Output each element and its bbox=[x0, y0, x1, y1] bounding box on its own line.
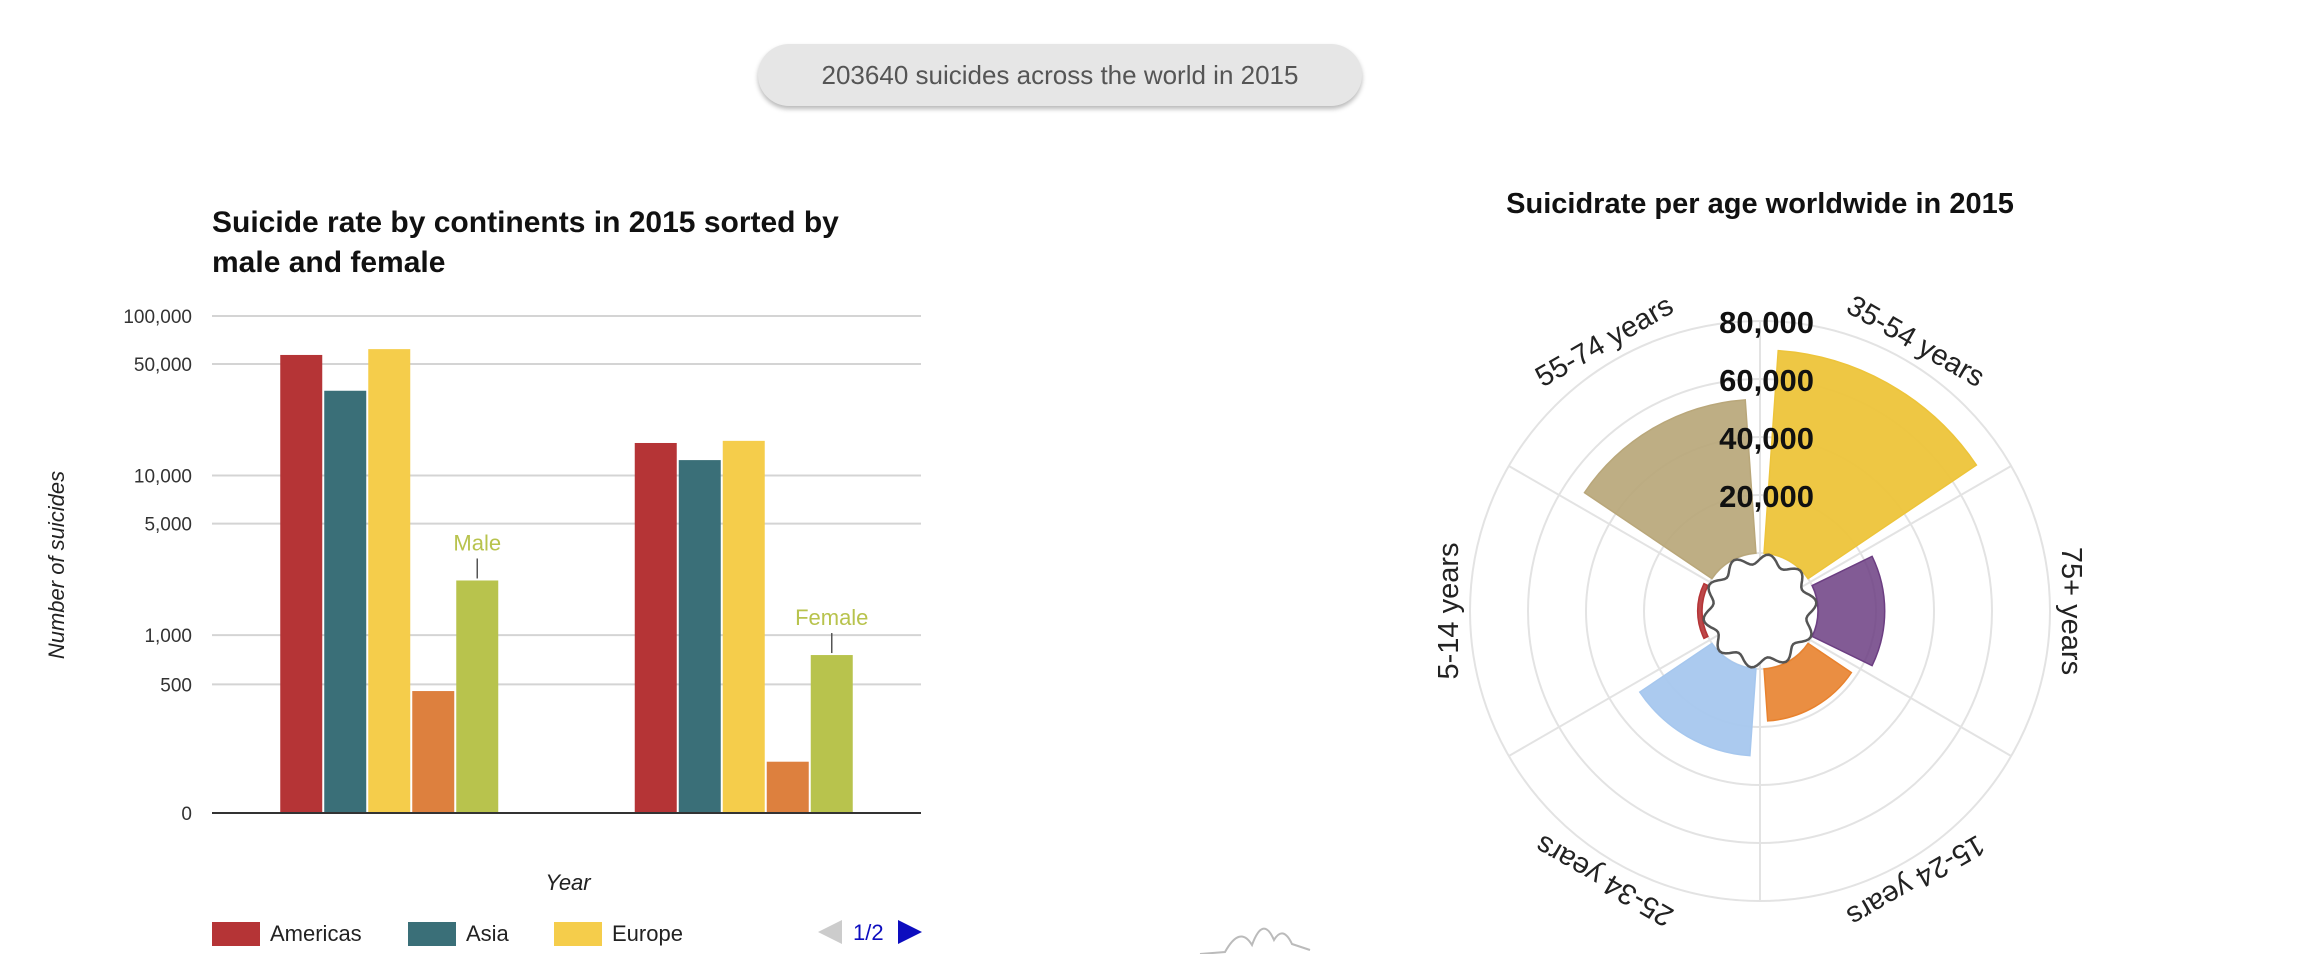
legend-label-europe[interactable]: Europe bbox=[612, 921, 683, 946]
legend-next-arrow-icon[interactable] bbox=[898, 920, 922, 944]
polar-radial-tick: 40,000 bbox=[1719, 421, 1814, 456]
polar-wedge-15-24-years bbox=[1763, 642, 1853, 722]
bar-series-4-female bbox=[810, 655, 853, 813]
polar-center-disc bbox=[1702, 553, 1818, 669]
polar-category-label-group: 55-74 years bbox=[1530, 290, 1679, 394]
polar-category-label-group: 15-24 years bbox=[1841, 828, 1990, 932]
legend-swatch-asia bbox=[408, 922, 456, 946]
bar-europe-male bbox=[368, 349, 411, 813]
bar-y-tick: 0 bbox=[181, 804, 192, 825]
polar-chart: Suicidrate per age worldwide in 2015 20,… bbox=[1433, 188, 2087, 932]
legend-page-indicator: 1/2 bbox=[853, 920, 884, 945]
legend-pager: 1/2 bbox=[818, 920, 922, 945]
polar-radial-tick: 60,000 bbox=[1719, 363, 1814, 398]
polar-radial-tick: 80,000 bbox=[1719, 305, 1814, 340]
annotation-label: Female bbox=[795, 605, 868, 630]
summary-text: 203640 suicides across the world in 2015 bbox=[821, 59, 1299, 90]
bar-chart-title-line-2: male and female bbox=[212, 246, 445, 279]
sparkline-logo-icon bbox=[1199, 927, 1311, 954]
bar-series-3-male bbox=[412, 691, 455, 813]
bar-europe-female bbox=[722, 440, 765, 813]
bar-americas-female bbox=[634, 442, 677, 813]
legend-swatch-europe bbox=[554, 922, 602, 946]
polar-wedge-25-34-years bbox=[1638, 642, 1757, 757]
bar-series-3-female bbox=[766, 761, 809, 813]
polar-category-label: 25-34 years bbox=[1530, 828, 1679, 932]
polar-category-label: 15-24 years bbox=[1841, 828, 1990, 932]
bar-legend: Americas Asia Europe bbox=[212, 921, 683, 946]
annotation-label: Male bbox=[453, 530, 501, 555]
bar-chart-title-line-1: Suicide rate by continents in 2015 sorte… bbox=[212, 206, 839, 239]
polar-wedge-55-74-years bbox=[1583, 399, 1757, 580]
polar-category-label: 55-74 years bbox=[1530, 290, 1679, 394]
polar-chart-title: Suicidrate per age worldwide in 2015 bbox=[1506, 188, 2014, 220]
polar-category-label: 5-14 years bbox=[1433, 542, 1465, 679]
legend-prev-arrow-icon[interactable] bbox=[818, 920, 842, 944]
polar-wedges bbox=[1583, 349, 1978, 757]
polar-wedge-75-years bbox=[1811, 555, 1886, 667]
polar-category-label-group: 5-14 years bbox=[1433, 542, 1465, 679]
polar-category-label-group: 25-34 years bbox=[1530, 828, 1679, 932]
bar-asia-male bbox=[324, 390, 367, 813]
bar-chart: Suicide rate by continents in 2015 sorte… bbox=[44, 206, 922, 946]
legend-label-americas[interactable]: Americas bbox=[270, 921, 362, 946]
bar-y-axis-label: Number of suicides bbox=[44, 471, 69, 659]
polar-radial-tick-labels: 20,000 40,000 60,000 80,000 bbox=[1719, 305, 1814, 514]
polar-wedge-35-54-years bbox=[1763, 349, 1978, 580]
bar-marks bbox=[280, 349, 853, 813]
bar-series-4-male bbox=[456, 580, 499, 813]
bar-y-tick: 10,000 bbox=[134, 467, 192, 488]
bar-x-axis-label: Year bbox=[545, 870, 592, 895]
bar-y-tick: 50,000 bbox=[134, 355, 192, 376]
bar-y-tick: 5,000 bbox=[144, 515, 192, 536]
bar-y-tick: 1,000 bbox=[144, 626, 192, 647]
polar-center bbox=[1702, 553, 1818, 669]
legend-swatch-americas bbox=[212, 922, 260, 946]
polar-radial-tick: 20,000 bbox=[1719, 479, 1814, 514]
bar-y-tick: 500 bbox=[160, 675, 192, 696]
bar-y-tick: 100,000 bbox=[123, 307, 192, 328]
polar-category-label-group: 75+ years bbox=[2055, 547, 2087, 675]
bar-asia-female bbox=[678, 460, 721, 813]
bar-americas-male bbox=[280, 354, 323, 813]
polar-category-label: 75+ years bbox=[2055, 547, 2087, 675]
summary-badge: 203640 suicides across the world in 2015 bbox=[758, 44, 1362, 106]
bar-annotations: Male Female bbox=[453, 530, 868, 654]
bar-y-tick-labels: 100,000 50,000 10,000 5,000 1,000 500 0 bbox=[123, 307, 192, 825]
legend-label-asia[interactable]: Asia bbox=[466, 921, 510, 946]
